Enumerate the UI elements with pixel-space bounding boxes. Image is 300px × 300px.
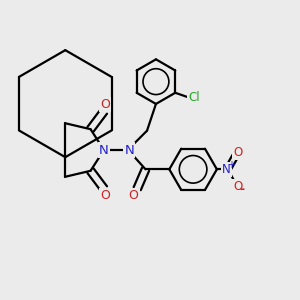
Text: O: O <box>100 189 110 202</box>
Text: -: - <box>240 183 245 196</box>
Text: O: O <box>233 146 242 159</box>
Text: N: N <box>222 163 231 176</box>
Text: N: N <box>99 143 109 157</box>
Text: +: + <box>227 160 235 170</box>
Text: O: O <box>233 180 242 193</box>
Text: O: O <box>129 189 139 202</box>
Text: N: N <box>124 143 134 157</box>
Text: O: O <box>100 98 110 111</box>
Text: Cl: Cl <box>188 91 200 104</box>
